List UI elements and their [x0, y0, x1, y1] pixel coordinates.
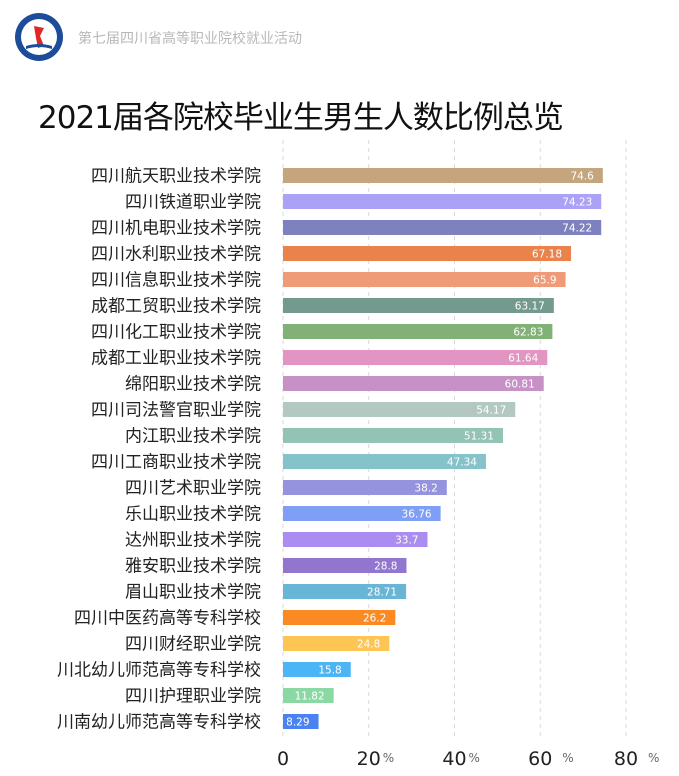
category-label: 乐山职业技术学院 [125, 505, 261, 525]
bar [283, 584, 407, 599]
bar [283, 480, 447, 495]
data-label: 60.81 [505, 379, 535, 391]
header-subtitle: 第七届四川省高等职业院校就业活动 [78, 31, 302, 47]
x-tick-label: 0 [277, 748, 289, 770]
bar [283, 194, 602, 209]
data-label: 51.31 [464, 431, 494, 443]
category-label: 成都工业职业技术学院 [91, 349, 261, 369]
bar [283, 376, 544, 391]
data-label: 15.8 [318, 665, 341, 677]
category-label: 达州职业技术学院 [125, 531, 261, 551]
bar [283, 350, 548, 365]
bar [283, 454, 486, 469]
data-label: 67.18 [532, 249, 562, 261]
data-label: 28.71 [367, 587, 397, 599]
category-label: 川北幼儿师范高等专科学校 [57, 661, 261, 681]
data-label: 38.2 [414, 483, 437, 495]
data-label: 65.9 [533, 275, 556, 287]
category-label: 四川工商职业技术学院 [91, 453, 261, 473]
category-label: 眉山职业技术学院 [125, 583, 261, 603]
bar [283, 688, 334, 703]
data-label: 63.17 [515, 301, 545, 313]
category-label: 川南幼儿师范高等专科学校 [57, 713, 261, 733]
category-label: 四川机电职业技术学院 [91, 219, 261, 239]
bar [283, 298, 554, 313]
logo-icon [15, 13, 63, 61]
bar [283, 558, 407, 573]
x-tick-label: 60 [528, 748, 552, 770]
x-tick-label: 80 [614, 748, 638, 770]
x-tick-unit: % [562, 751, 573, 765]
category-label: 雅安职业技术学院 [125, 557, 261, 577]
category-label: 四川化工职业技术学院 [91, 323, 261, 343]
bar [283, 402, 516, 417]
bar [283, 246, 572, 261]
category-label: 四川司法警官职业学院 [91, 401, 261, 421]
category-label: 四川铁道职业学院 [125, 193, 261, 213]
bar [283, 220, 602, 235]
chart-title: 2021届各院校毕业生男生人数比例总览 [38, 100, 564, 136]
bar [283, 506, 441, 521]
bar [283, 610, 396, 625]
bar [283, 532, 428, 547]
data-label: 54.17 [476, 405, 506, 417]
data-label: 26.2 [363, 613, 386, 625]
category-label: 内江职业技术学院 [125, 427, 261, 447]
data-label: 33.7 [395, 535, 418, 547]
x-tick-label: 40 [442, 748, 466, 770]
bar [283, 272, 566, 287]
category-label: 四川信息职业技术学院 [91, 271, 261, 291]
x-tick-unit: % [648, 751, 659, 765]
data-label: 11.82 [295, 691, 325, 703]
category-label: 四川护理职业学院 [125, 687, 261, 707]
data-label: 62.83 [513, 327, 543, 339]
data-label: 28.8 [374, 561, 397, 573]
category-label: 四川中医药高等专科学校 [74, 609, 261, 629]
bar [283, 428, 503, 443]
data-label: 74.6 [570, 171, 594, 183]
bar [283, 714, 319, 729]
x-tick-label: 20 [357, 748, 381, 770]
category-label: 成都工贸职业技术学院 [91, 297, 261, 317]
category-label: 四川艺术职业学院 [125, 479, 261, 499]
data-label: 24.8 [357, 639, 380, 651]
data-label: 47.34 [447, 457, 477, 469]
category-label: 四川航天职业技术学院 [91, 167, 261, 187]
data-label: 74.22 [562, 223, 592, 235]
bar [283, 636, 390, 651]
data-label: 74.23 [562, 197, 592, 209]
category-label: 四川财经职业学院 [125, 635, 261, 655]
bar [283, 168, 603, 183]
x-tick-unit: % [469, 751, 480, 765]
bar [283, 324, 553, 339]
category-label: 绵阳职业技术学院 [125, 375, 261, 395]
category-label: 四川水利职业技术学院 [91, 245, 261, 265]
data-label: 61.64 [508, 353, 538, 365]
data-label: 36.76 [402, 509, 432, 521]
x-tick-unit: % [383, 751, 394, 765]
bar [283, 662, 351, 677]
data-label: 8.29 [286, 717, 309, 729]
